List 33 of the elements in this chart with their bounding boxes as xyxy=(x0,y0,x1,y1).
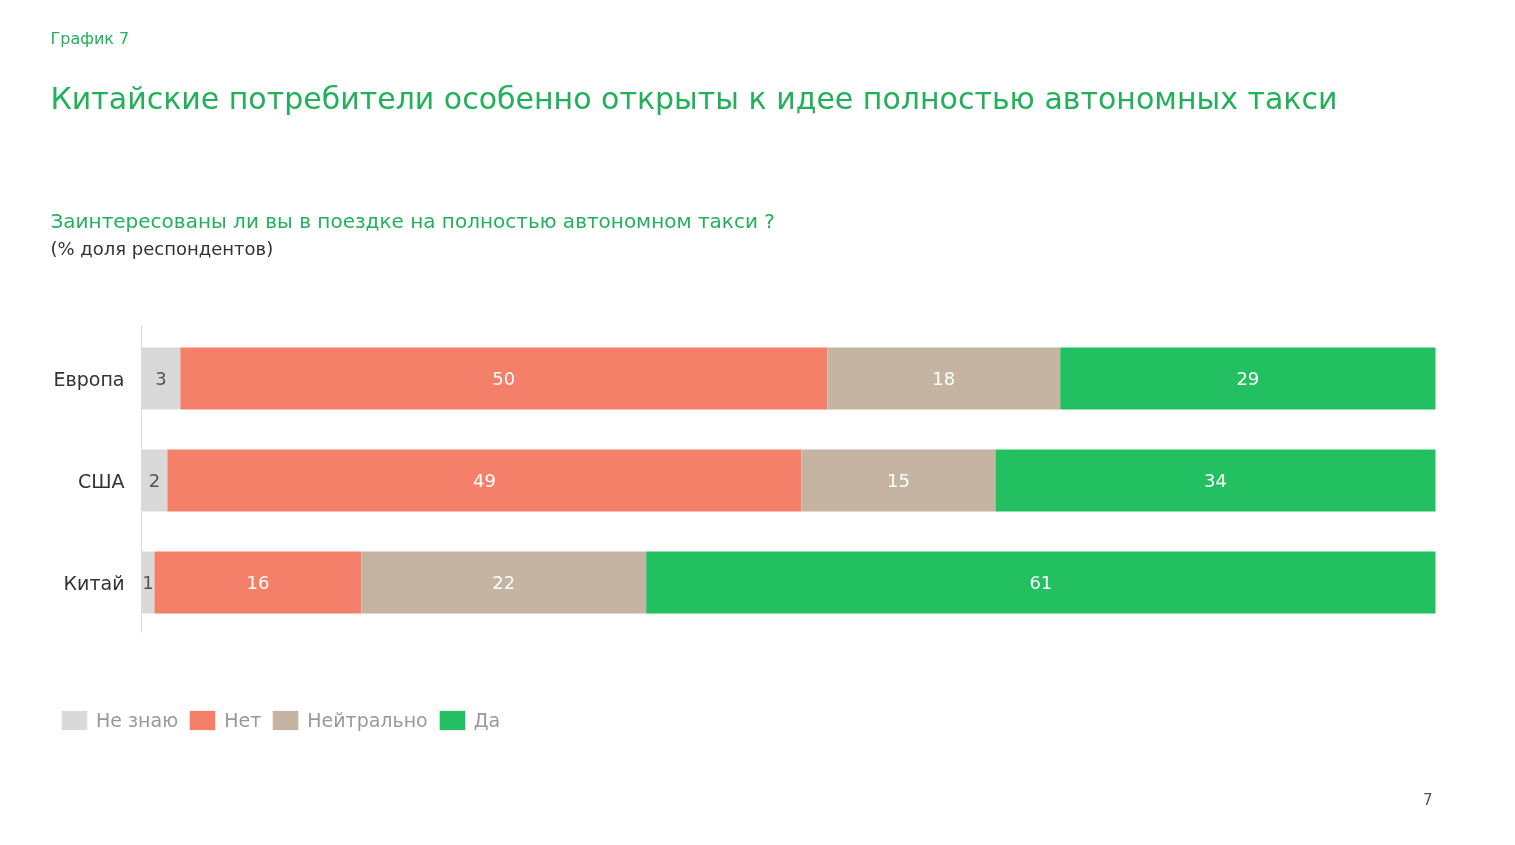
data-label: 34 xyxy=(1204,470,1227,491)
bar xyxy=(1060,347,1436,410)
y-tick-label: США xyxy=(77,469,125,492)
text: (% доля респондентов) xyxy=(50,238,274,259)
data-label: 50 xyxy=(492,368,516,389)
data-label: 16 xyxy=(246,572,270,593)
legend-label: Не знаю xyxy=(96,709,179,731)
bar xyxy=(827,347,1061,410)
data-label: 1 xyxy=(142,572,154,593)
bar xyxy=(167,449,802,512)
data-label: 61 xyxy=(1029,572,1053,593)
data-label: 49 xyxy=(472,470,496,491)
legend-label: Нет xyxy=(224,709,262,731)
bar xyxy=(995,449,1436,512)
data-label: 29 xyxy=(1236,368,1260,389)
legend-label: Нейтрально xyxy=(307,709,428,731)
data-label: 3 xyxy=(155,368,167,389)
data-label: 18 xyxy=(932,368,956,389)
data-label: 22 xyxy=(492,572,516,593)
legend-label: Да xyxy=(473,709,501,731)
bar xyxy=(646,551,1436,614)
text: График 7 xyxy=(50,29,130,48)
y-tick-label: Европа xyxy=(53,367,125,390)
data-label: 15 xyxy=(887,470,910,491)
chart-title: Китайские потребители особенно открыты к идее полностью автономных такси xyxy=(50,81,1338,116)
bar xyxy=(180,347,828,410)
y-tick-label: Китай xyxy=(63,571,125,594)
bar xyxy=(361,551,647,614)
bar xyxy=(801,449,996,512)
data-label: 2 xyxy=(148,470,161,491)
chart-subtitle: Заинтересованы ли вы в поездке на полностью автономном такси ? xyxy=(50,208,775,233)
bar xyxy=(154,551,362,614)
text: 7 xyxy=(1422,790,1433,809)
